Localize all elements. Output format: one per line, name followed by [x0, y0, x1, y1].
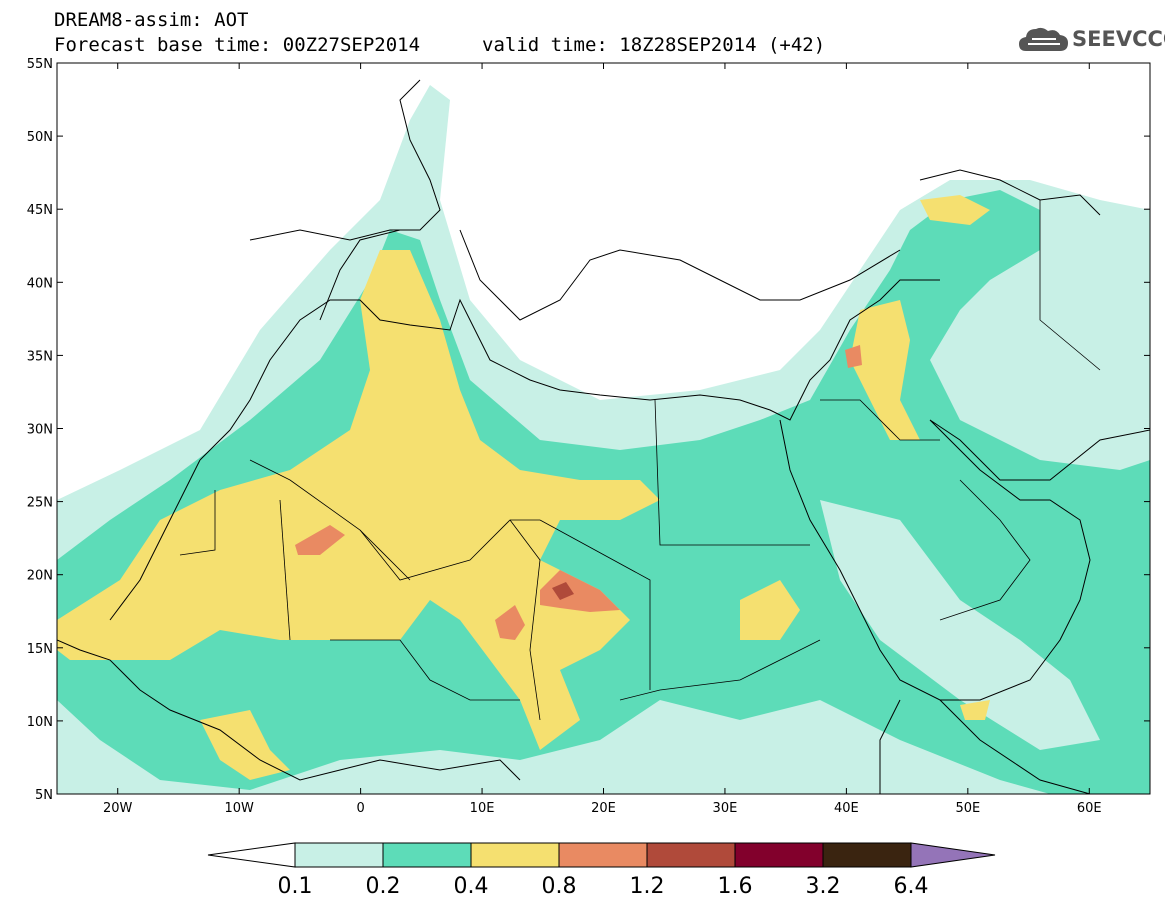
lon-label: 0 [356, 801, 364, 816]
colorbar-swatch [294, 842, 384, 868]
colorbar-label: 6.4 [894, 874, 929, 899]
lat-label: 45N [27, 203, 53, 218]
colorbar-over-arrow [910, 842, 996, 868]
colorbar-swatch [734, 842, 824, 868]
colorbar-label: 1.2 [630, 874, 665, 899]
colorbar-label: 0.2 [366, 874, 401, 899]
colorbar-label: 0.4 [454, 874, 489, 899]
valid-time: valid time: 18Z28SEP2014 (+42) [482, 34, 826, 56]
lat-label: 15N [27, 642, 53, 657]
forecast-base-time: Forecast base time: 00Z27SEP2014 [54, 34, 421, 56]
cloud-logo-icon [1019, 27, 1068, 51]
country-borders [179, 200, 1101, 721]
colorbar-under-arrow [207, 842, 296, 868]
lat-label: 55N [27, 57, 53, 72]
colorbar-label: 1.6 [718, 874, 753, 899]
seevccc-logo: SEEVCCC [1018, 24, 1165, 56]
lat-label: 20N [27, 569, 53, 584]
lat-label: 35N [27, 349, 53, 364]
aot-band-0-8 [295, 345, 862, 640]
colorbar-swatch [382, 842, 472, 868]
colorbar-swatch [470, 842, 560, 868]
lat-label: 50N [27, 130, 53, 145]
colorbar-swatch [558, 842, 648, 868]
aot-field [57, 63, 1150, 794]
lon-label: 20E [591, 801, 616, 816]
lon-label: 30E [713, 801, 738, 816]
colorbar-swatch [822, 842, 912, 868]
coastlines [57, 79, 1150, 794]
lon-label: 40E [834, 801, 859, 816]
lon-label: 60E [1077, 801, 1102, 816]
aot-band-1-2 [552, 582, 574, 600]
lat-label: 5N [35, 788, 53, 803]
lon-label: 50E [955, 801, 980, 816]
colorbar-label: 0.1 [278, 874, 313, 899]
lon-label: 10E [470, 801, 495, 816]
map-title: DREAM8-assim: AOT [54, 9, 249, 31]
lon-label: 10W [224, 801, 254, 816]
lat-label: 25N [27, 496, 53, 511]
lat-label: 40N [27, 276, 53, 291]
longitude-axis: 20W 10W 0 10E 20E 30E 40E 50E 60E [103, 63, 1102, 816]
lon-label: 20W [103, 801, 133, 816]
colorbar: 0.1 0.2 0.4 0.8 1.2 1.6 3.2 6.4 [207, 842, 996, 899]
colorbar-swatch [646, 842, 736, 868]
colorbar-label: 0.8 [542, 874, 577, 899]
latitude-axis: 55N 50N 45N 40N 35N 30N 25N 20N 15N 10N 5N [27, 57, 1150, 803]
colorbar-label: 3.2 [806, 874, 841, 899]
lat-label: 30N [27, 423, 53, 438]
lat-label: 10N [27, 715, 53, 730]
logo-text: SEEVCCC [1072, 27, 1165, 51]
